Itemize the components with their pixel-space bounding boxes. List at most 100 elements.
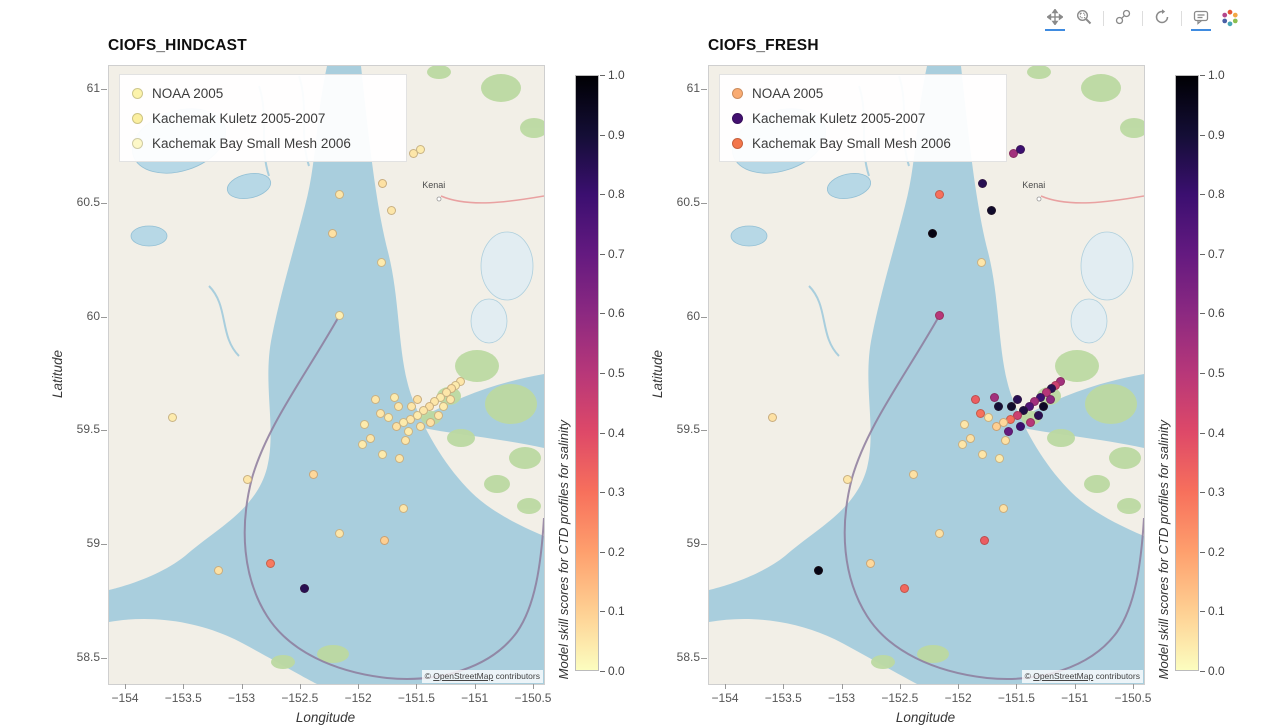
data-point[interactable] bbox=[438, 401, 448, 411]
data-point[interactable] bbox=[383, 413, 393, 423]
data-point[interactable] bbox=[436, 392, 446, 402]
map-canvas[interactable]: Kenai NOAA 2005 Kachemak Kuletz 2005-2007… bbox=[108, 65, 545, 685]
data-point[interactable] bbox=[358, 440, 368, 450]
data-point[interactable] bbox=[266, 558, 276, 568]
data-point[interactable] bbox=[934, 529, 944, 539]
legend-item[interactable]: Kachemak Bay Small Mesh 2006 bbox=[132, 132, 394, 154]
data-point[interactable] bbox=[934, 190, 944, 200]
data-point[interactable] bbox=[327, 228, 337, 238]
data-point[interactable] bbox=[377, 178, 387, 188]
data-point[interactable] bbox=[768, 413, 778, 423]
data-point[interactable] bbox=[387, 206, 397, 216]
pan-tool-icon[interactable] bbox=[1045, 6, 1065, 31]
data-point[interactable] bbox=[976, 258, 986, 268]
map-canvas[interactable]: Kenai NOAA 2005 Kachemak Kuletz 2005-2007… bbox=[708, 65, 1145, 685]
data-point[interactable] bbox=[213, 565, 223, 575]
data-point[interactable] bbox=[966, 433, 976, 443]
data-point[interactable] bbox=[1003, 426, 1013, 436]
data-point[interactable] bbox=[445, 394, 455, 404]
box-zoom-tool-icon[interactable] bbox=[1074, 6, 1094, 31]
data-point[interactable] bbox=[370, 394, 380, 404]
reset-tool-icon[interactable] bbox=[1152, 6, 1172, 31]
data-point[interactable] bbox=[1009, 149, 1019, 159]
data-point[interactable] bbox=[909, 470, 919, 480]
data-point[interactable] bbox=[1018, 406, 1028, 416]
data-point[interactable] bbox=[389, 392, 399, 402]
data-point[interactable] bbox=[1036, 392, 1046, 402]
data-point[interactable] bbox=[1046, 383, 1056, 393]
data-point[interactable] bbox=[989, 392, 999, 402]
data-point[interactable] bbox=[1001, 435, 1011, 445]
data-point[interactable] bbox=[398, 504, 408, 514]
data-point[interactable] bbox=[407, 401, 417, 411]
data-point[interactable] bbox=[446, 383, 456, 393]
legend-item[interactable]: Kachemak Kuletz 2005-2007 bbox=[732, 107, 994, 129]
data-point[interactable] bbox=[309, 470, 319, 480]
link-tool-icon[interactable] bbox=[1113, 6, 1133, 31]
data-point[interactable] bbox=[416, 144, 426, 154]
data-point[interactable] bbox=[366, 433, 376, 443]
data-point[interactable] bbox=[975, 408, 985, 418]
data-point[interactable] bbox=[983, 413, 993, 423]
data-point[interactable] bbox=[977, 178, 987, 188]
data-point[interactable] bbox=[418, 406, 428, 416]
data-point[interactable] bbox=[1025, 417, 1035, 427]
data-point[interactable] bbox=[391, 422, 401, 432]
data-point[interactable] bbox=[299, 583, 309, 593]
data-point[interactable] bbox=[991, 422, 1001, 432]
data-point[interactable] bbox=[998, 417, 1008, 427]
data-point[interactable] bbox=[430, 397, 440, 407]
data-point[interactable] bbox=[980, 536, 990, 546]
legend-item[interactable]: NOAA 2005 bbox=[732, 82, 994, 104]
data-point[interactable] bbox=[398, 417, 408, 427]
data-point[interactable] bbox=[375, 408, 385, 418]
data-point[interactable] bbox=[927, 228, 937, 238]
data-point[interactable] bbox=[376, 258, 386, 268]
data-point[interactable] bbox=[1045, 394, 1055, 404]
data-point[interactable] bbox=[412, 394, 422, 404]
data-point[interactable] bbox=[1056, 376, 1066, 386]
data-point[interactable] bbox=[412, 410, 422, 420]
data-point[interactable] bbox=[242, 474, 252, 484]
legend-item[interactable]: Kachemak Kuletz 2005-2007 bbox=[132, 107, 394, 129]
data-point[interactable] bbox=[380, 536, 390, 546]
data-point[interactable] bbox=[994, 401, 1004, 411]
data-point[interactable] bbox=[1033, 410, 1043, 420]
data-point[interactable] bbox=[334, 190, 344, 200]
data-point[interactable] bbox=[970, 394, 980, 404]
data-point[interactable] bbox=[866, 558, 876, 568]
data-point[interactable] bbox=[377, 449, 387, 459]
data-point[interactable] bbox=[995, 454, 1005, 464]
legend-item[interactable]: Kachemak Bay Small Mesh 2006 bbox=[732, 132, 994, 154]
data-point[interactable] bbox=[987, 206, 997, 216]
data-point[interactable] bbox=[416, 422, 426, 432]
data-point[interactable] bbox=[424, 401, 434, 411]
data-point[interactable] bbox=[401, 435, 411, 445]
legend-item[interactable]: NOAA 2005 bbox=[132, 82, 394, 104]
hover-tool-icon[interactable] bbox=[1191, 6, 1211, 31]
data-point[interactable] bbox=[395, 454, 405, 464]
data-point[interactable] bbox=[998, 504, 1008, 514]
bokeh-logo-icon[interactable] bbox=[1220, 6, 1240, 31]
data-point[interactable] bbox=[433, 410, 443, 420]
data-point[interactable] bbox=[334, 310, 344, 320]
data-point[interactable] bbox=[842, 474, 852, 484]
data-point[interactable] bbox=[899, 583, 909, 593]
data-point[interactable] bbox=[1030, 397, 1040, 407]
data-point[interactable] bbox=[394, 401, 404, 411]
data-point[interactable] bbox=[1007, 401, 1017, 411]
data-point[interactable] bbox=[1038, 401, 1048, 411]
data-point[interactable] bbox=[409, 149, 419, 159]
data-point[interactable] bbox=[1012, 410, 1022, 420]
data-point[interactable] bbox=[934, 310, 944, 320]
data-point[interactable] bbox=[1012, 394, 1022, 404]
data-point[interactable] bbox=[960, 420, 970, 429]
attribution-link[interactable]: OpenStreetMap bbox=[433, 671, 494, 681]
data-point[interactable] bbox=[1024, 401, 1034, 411]
attribution-link[interactable]: OpenStreetMap bbox=[1033, 671, 1094, 681]
data-point[interactable] bbox=[977, 449, 987, 459]
data-point[interactable] bbox=[1016, 422, 1026, 432]
data-point[interactable] bbox=[334, 529, 344, 539]
data-point[interactable] bbox=[1016, 144, 1026, 154]
data-point[interactable] bbox=[456, 376, 466, 386]
